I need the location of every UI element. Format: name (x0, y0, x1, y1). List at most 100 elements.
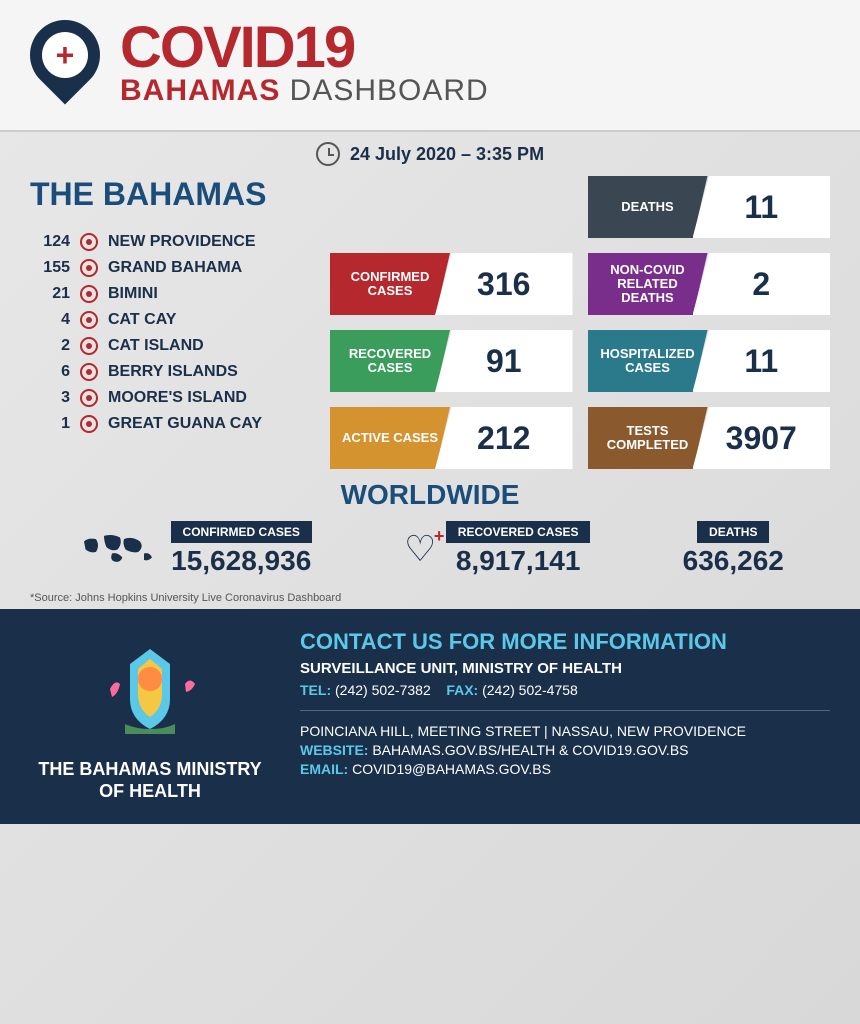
fax-value: (242) 502-4758 (482, 682, 578, 698)
location-count: 2 (30, 337, 70, 355)
stat-label: NON-COVID RELATED DEATHS (588, 253, 708, 315)
location-row: 6 BERRY ISLANDS (30, 363, 310, 381)
location-count: 4 (30, 311, 70, 329)
world-map-icon (76, 527, 156, 572)
stat-label: DEATHS (588, 176, 708, 238)
target-icon (80, 389, 98, 407)
logo-pin-icon: + (30, 20, 100, 110)
email-line: EMAIL: COVID19@BAHAMAS.GOV.BS (300, 761, 830, 777)
website-label: WEBSITE: (300, 742, 368, 758)
ww-deaths: DEATHS 636,262 (683, 521, 784, 577)
target-icon (80, 363, 98, 381)
target-icon (80, 285, 98, 303)
location-row: 4 CAT CAY (30, 311, 310, 329)
location-name: NEW PROVIDENCE (108, 233, 256, 251)
address: POINCIANA HILL, MEETING STREET | NASSAU,… (300, 723, 830, 739)
stat-value: 91 (435, 330, 573, 392)
tel-label: TEL: (300, 682, 331, 698)
timestamp-row: 24 July 2020 – 3:35 PM (0, 132, 860, 176)
stat-value: 2 (693, 253, 831, 315)
location-name: BIMINI (108, 285, 158, 303)
stat-value: 316 (435, 253, 573, 315)
location-row: 155 GRAND BAHAMA (30, 259, 310, 277)
main-content: THE BAHAMAS 124NEW PROVIDENCE 155GRAND B… (0, 176, 860, 469)
header: + COVID19 BAHAMAS DASHBOARD (0, 0, 860, 132)
stat-confirmed: CONFIRMED CASES 316 (330, 253, 573, 315)
subtitle-light: DASHBOARD (290, 74, 489, 107)
fax-label: FAX: (446, 682, 478, 698)
stat-label: RECOVERED CASES (330, 330, 450, 392)
coat-of-arms-icon (90, 629, 210, 749)
location-name: CAT CAY (108, 311, 176, 329)
website-value: BAHAMAS.GOV.BS/HEALTH & COVID19.GOV.BS (372, 742, 688, 758)
ww-value: 636,262 (683, 545, 784, 577)
location-count: 1 (30, 415, 70, 433)
ww-label: CONFIRMED CASES (171, 521, 312, 543)
contact-phones: TEL: (242) 502-7382 FAX: (242) 502-4758 (300, 682, 830, 698)
target-icon (80, 415, 98, 433)
stat-value: 212 (435, 407, 573, 469)
stat-value: 11 (693, 330, 831, 392)
location-row: 1 GREAT GUANA CAY (30, 415, 310, 433)
target-icon (80, 233, 98, 251)
website-line: WEBSITE: BAHAMAS.GOV.BS/HEALTH & COVID19… (300, 742, 830, 758)
ww-value: 8,917,141 (446, 545, 591, 577)
location-count: 124 (30, 233, 70, 251)
footer: THE BAHAMAS MINISTRY OF HEALTH CONTACT U… (0, 609, 860, 824)
location-count: 21 (30, 285, 70, 303)
location-count: 3 (30, 389, 70, 407)
ww-value: 15,628,936 (171, 545, 312, 577)
contact-unit: SURVEILLANCE UNIT, MINISTRY OF HEALTH (300, 660, 830, 677)
region-title: THE BAHAMAS (30, 176, 310, 213)
contact-title: CONTACT US FOR MORE INFORMATION (300, 629, 830, 655)
ww-confirmed: CONFIRMED CASES 15,628,936 (76, 521, 312, 577)
location-name: MOORE'S ISLAND (108, 389, 247, 407)
subtitle-strong: BAHAMAS (120, 74, 280, 107)
header-text: COVID19 BAHAMAS DASHBOARD (120, 22, 830, 108)
location-row: 124 NEW PROVIDENCE (30, 233, 310, 251)
location-row: 2 CAT ISLAND (30, 337, 310, 355)
location-count: 6 (30, 363, 70, 381)
location-row: 21 BIMINI (30, 285, 310, 303)
stat-label: HOSPITALIZED CASES (588, 330, 708, 392)
locations-column: THE BAHAMAS 124NEW PROVIDENCE 155GRAND B… (30, 176, 310, 469)
location-name: GREAT GUANA CAY (108, 415, 262, 433)
worldwide-section: WORLDWIDE CONFIRMED CASES 15,628,936 ♡+ … (0, 469, 860, 587)
source-attribution: *Source: Johns Hopkins University Live C… (0, 587, 860, 609)
main-title: COVID19 (120, 22, 830, 74)
location-count: 155 (30, 259, 70, 277)
divider (300, 710, 830, 711)
stat-hospitalized: HOSPITALIZED CASES 11 (588, 330, 831, 392)
footer-contact: CONTACT US FOR MORE INFORMATION SURVEILL… (300, 629, 830, 804)
stats-grid: DEATHS 11 CONFIRMED CASES 316 NON-COVID … (330, 176, 830, 469)
location-name: CAT ISLAND (108, 337, 204, 355)
worldwide-title: WORLDWIDE (30, 479, 830, 511)
stat-noncovid: NON-COVID RELATED DEATHS 2 (588, 253, 831, 315)
location-row: 3 MOORE'S ISLAND (30, 389, 310, 407)
stat-label: TESTS COMPLETED (588, 407, 708, 469)
stat-label: CONFIRMED CASES (330, 253, 450, 315)
stat-active: ACTIVE CASES 212 (330, 407, 573, 469)
email-label: EMAIL: (300, 761, 348, 777)
clock-icon (316, 142, 340, 166)
worldwide-stats: CONFIRMED CASES 15,628,936 ♡+ RECOVERED … (30, 521, 830, 577)
heart-icon: ♡+ (404, 528, 436, 570)
stat-label: ACTIVE CASES (330, 407, 450, 469)
target-icon (80, 311, 98, 329)
stat-value: 11 (693, 176, 831, 238)
target-icon (80, 259, 98, 277)
org-name: THE BAHAMAS MINISTRY OF HEALTH (30, 759, 270, 802)
email-value: COVID19@BAHAMAS.GOV.BS (352, 761, 551, 777)
ww-recovered: ♡+ RECOVERED CASES 8,917,141 (404, 521, 590, 577)
ww-label: RECOVERED CASES (446, 521, 591, 543)
stat-recovered: RECOVERED CASES 91 (330, 330, 573, 392)
footer-org: THE BAHAMAS MINISTRY OF HEALTH (30, 629, 270, 804)
subtitle: BAHAMAS DASHBOARD (120, 74, 830, 108)
location-name: GRAND BAHAMA (108, 259, 242, 277)
location-name: BERRY ISLANDS (108, 363, 238, 381)
timestamp: 24 July 2020 – 3:35 PM (350, 144, 544, 165)
stat-tests: TESTS COMPLETED 3907 (588, 407, 831, 469)
ww-label: DEATHS (697, 521, 769, 543)
stat-deaths: DEATHS 11 (588, 176, 831, 238)
stat-value: 3907 (693, 407, 831, 469)
